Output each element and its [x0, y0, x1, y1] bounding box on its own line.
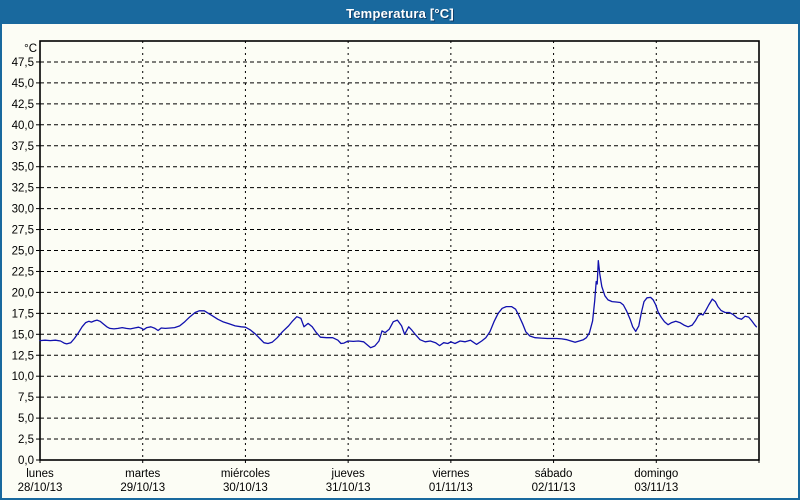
y-tick-label: 47,5: [12, 57, 34, 69]
y-tick-label: 45,0: [12, 78, 34, 90]
temperature-series-line: [39, 259, 758, 349]
y-tick-label: 10,0: [12, 371, 34, 383]
y-tick-label: 40,0: [12, 120, 34, 132]
x-day-date-label: 30/10/13: [223, 482, 268, 494]
x-day-date-label: 03/11/13: [634, 482, 678, 494]
temperature-line-chart: 0,0 2,5 5,0 7,5 10,0 12,5 15,0 17,5 20,0 22,5 25,0…: [12, 40, 760, 494]
y-tick-label: 0,0: [18, 455, 34, 467]
y-tick-label: 30,0: [12, 204, 34, 216]
x-day-weekday-label: domingo: [634, 468, 678, 480]
title-bar: Temperatura [°C]: [2, 2, 798, 24]
y-axis-unit-label: °C: [24, 43, 37, 55]
x-day-date-label: 29/10/13: [120, 482, 165, 494]
x-day-date-label: 01/11/13: [429, 482, 473, 494]
y-tick-label: 25,0: [12, 246, 34, 258]
x-day-date-label: 02/11/13: [532, 482, 576, 494]
y-tick-label: 27,5: [12, 225, 34, 237]
y-tick-label: 37,5: [12, 141, 34, 153]
y-tick-label: 22,5: [12, 266, 34, 278]
x-day-date-label: 28/10/13: [18, 482, 63, 494]
plot-border: [39, 40, 760, 461]
x-day-weekday-label: sábado: [535, 468, 573, 480]
y-tick-label: 7,5: [18, 392, 34, 404]
y-tick-label: 32,5: [12, 183, 34, 195]
y-tick-label: 20,0: [12, 287, 34, 299]
y-tick-label: 12,5: [12, 350, 34, 362]
window-title: Temperatura [°C]: [346, 5, 454, 21]
y-tick-label: 2,5: [18, 434, 34, 446]
y-tick-label: 35,0: [12, 162, 34, 174]
x-day-date-label: 31/10/13: [326, 482, 371, 494]
chart-area: 0,0 2,5 5,0 7,5 10,0 12,5 15,0 17,5 20,0 22,5 25,0…: [2, 24, 798, 498]
y-tick-label: 15,0: [12, 329, 34, 341]
x-day-weekday-label: martes: [125, 468, 160, 480]
x-day-weekday-label: miércoles: [221, 468, 270, 480]
y-tick-label: 42,5: [12, 99, 34, 111]
x-day-weekday-label: viernes: [432, 468, 469, 480]
y-tick-label: 5,0: [18, 413, 34, 425]
x-day-weekday-label: lunes: [26, 468, 54, 480]
y-tick-label: 17,5: [12, 308, 34, 320]
x-day-weekday-label: jueves: [331, 468, 365, 480]
